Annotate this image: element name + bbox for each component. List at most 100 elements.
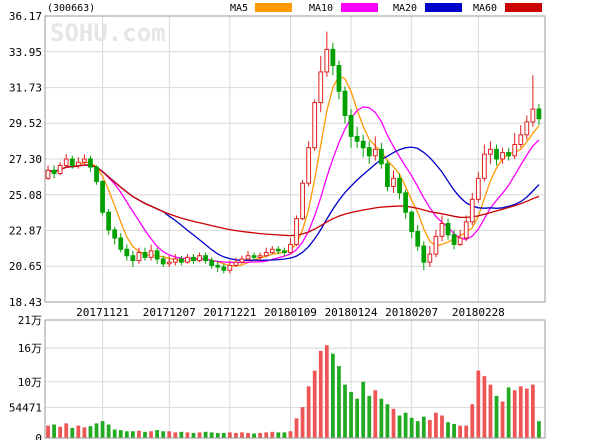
candle-body [209,260,215,266]
volume-bar [58,426,63,438]
legend-swatch [505,3,542,12]
legend-swatch [341,3,378,12]
volume-bar [155,430,159,438]
price-axis: 36.17 33.95 31.73 29.52 27.30 25.08 22.87 20.65… [9,10,42,309]
price-tick-label: 25.08 [9,189,42,202]
volume-bar [506,387,511,438]
volume-bar [221,432,226,438]
volume-bar [209,432,214,438]
candle-body [251,255,257,258]
volume-bar [458,425,463,438]
candle-body [75,161,81,166]
volume-bar [173,432,178,438]
candle-body [354,135,360,142]
candle-body [536,108,542,120]
candle [385,160,390,192]
candle-body [45,169,51,179]
candle-body [512,143,518,157]
candle [215,260,221,272]
volume-bar [252,433,256,438]
volume-bar [446,422,450,438]
candle [445,218,451,240]
volume-bar [215,432,220,438]
candle [536,104,542,126]
volume-bar [179,431,184,438]
x-tick-label: 20171207 [143,306,196,319]
moving-average-lines [47,75,540,267]
candle [488,141,493,164]
volume-bar [276,432,281,438]
volume-tick-label: 16万 [18,342,42,355]
volume-bar [46,425,50,438]
candle [500,147,505,164]
candle-body [372,148,378,157]
volume-bar [264,432,269,438]
candle [263,247,269,258]
candle-body [482,153,487,179]
candle-body [136,252,142,262]
candle [124,244,130,261]
volume-bar [306,386,311,438]
volume-bar [300,407,305,438]
volume-bar [112,429,117,438]
candle [118,233,124,253]
volume-bar [537,421,541,438]
candle-body [172,258,178,263]
candle [530,75,536,127]
chart-title: (300663) [47,3,95,14]
candle-body [69,158,75,166]
volume-bar [488,384,493,438]
price-tick-label: 29.52 [9,117,42,130]
candle-body [524,121,530,136]
candle [251,252,257,261]
candle [518,125,524,148]
candle-body [415,231,421,247]
candle-body [166,261,172,265]
volume-bar [118,430,123,438]
candle [106,208,112,235]
volume-bar [318,350,323,438]
candle [178,255,184,266]
candle [391,170,396,193]
ma-line-ma60 [47,164,540,237]
volume-bar [270,431,275,438]
watermark: SOHU.com [50,19,166,47]
candle [421,241,427,271]
candle-body [191,256,196,262]
volume-bar [440,415,444,438]
candle [233,257,239,268]
candle [257,252,263,261]
volume-bar [397,415,402,438]
volume-bar [403,412,408,438]
candle-body [142,252,148,258]
x-axis: 20171121 20171207 20171221 20180109 20180124… [76,306,505,319]
volume-bar [124,431,129,438]
candle [82,154,87,166]
legend-label: MA20 [393,3,417,14]
x-tick-label: 20180124 [325,306,378,319]
volume-bar [343,384,347,438]
candle-body [57,164,63,175]
candle-body [463,221,469,239]
candle [451,229,457,250]
candle [433,229,439,258]
candle-body [257,255,263,258]
candle [439,215,445,242]
candle [475,171,481,203]
volume-bar [70,427,75,438]
candle [130,250,136,268]
ma-line-ma5 [47,75,540,267]
volume-bar [82,427,87,438]
candle-body [197,255,202,262]
x-tick-label: 20180228 [452,306,505,319]
candle-body [378,148,384,165]
volume-bar [421,416,426,438]
candle-body [294,218,299,245]
candle [112,226,118,245]
volume-bar [161,431,166,438]
candle [427,246,433,268]
candle [494,144,499,166]
candle [318,55,324,113]
candle-body [203,255,208,262]
candle-body [148,250,154,258]
